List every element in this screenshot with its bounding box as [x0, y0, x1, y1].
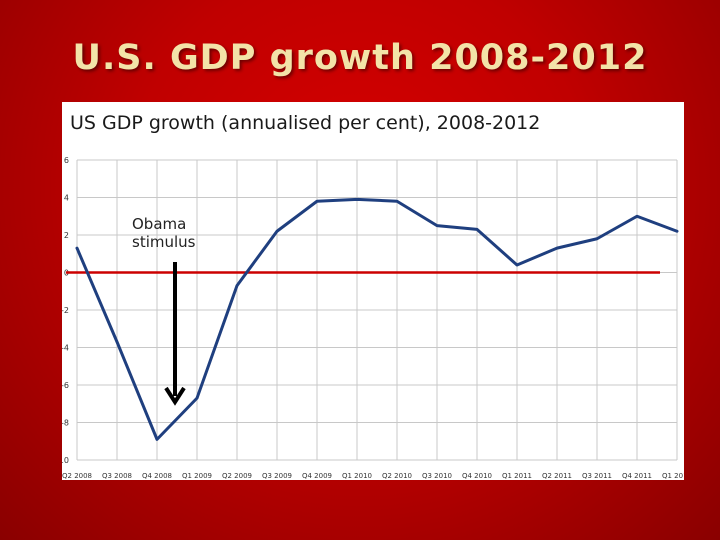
annotation-line-1: Obama — [132, 215, 187, 233]
data-point — [595, 237, 599, 240]
data-point — [515, 263, 519, 267]
chart-panel: US GDP growth (annualised per cent), 200… — [62, 102, 684, 480]
y-tick-label: -6 — [62, 381, 69, 390]
x-tick-label: Q2 2010 — [382, 472, 412, 480]
x-tick-label: Q2 2009 — [222, 472, 252, 480]
x-tick-label: Q4 2008 — [142, 472, 172, 480]
x-tick-label: Q1 2011 — [502, 472, 532, 480]
data-point — [155, 438, 159, 441]
x-tick-label: Q3 2009 — [262, 472, 292, 480]
data-point — [635, 215, 639, 218]
data-point — [275, 230, 279, 233]
x-tick-label: Q2 2008 — [62, 472, 92, 480]
x-tick-label: Q1 2010 — [342, 472, 372, 480]
annotation-arrow-head — [164, 386, 186, 406]
data-point — [195, 396, 199, 400]
x-tick-label: Q3 2008 — [102, 472, 132, 480]
y-tick-label: -2 — [62, 306, 69, 315]
data-point — [675, 230, 679, 233]
slide-title: U.S. GDP growth 2008-2012 — [72, 38, 648, 78]
data-point — [435, 224, 439, 227]
x-tick-label: Q2 2011 — [542, 472, 572, 480]
x-tick-label: Q3 2011 — [582, 472, 612, 480]
data-point — [235, 284, 239, 287]
data-point — [555, 246, 559, 250]
data-point — [395, 200, 399, 203]
data-point — [115, 340, 119, 344]
y-tick-label: -8 — [62, 419, 69, 428]
y-tick-label: 4 — [64, 194, 69, 203]
x-tick-label: Q1 2012 — [662, 472, 684, 480]
stimulus-annotation: Obama stimulus — [132, 215, 195, 251]
y-tick-label: 2 — [64, 231, 69, 240]
x-tick-label: Q1 2009 — [182, 472, 212, 480]
data-point — [475, 228, 479, 231]
data-point — [315, 200, 319, 203]
x-tick-label: Q3 2010 — [422, 472, 452, 480]
chart-title-lead: US GDP growth — [70, 112, 215, 134]
y-tick-label: 6 — [64, 156, 69, 165]
y-tick-label: -10 — [62, 456, 69, 465]
annotation-line-2: stimulus — [132, 233, 196, 251]
data-point — [75, 246, 79, 250]
x-tick-label: Q4 2009 — [302, 472, 332, 480]
chart-title-rest: (annualised per cent), 2008-2012 — [214, 112, 541, 134]
data-point — [355, 198, 359, 201]
series-line — [75, 197, 679, 441]
y-tick-label: -4 — [62, 344, 69, 353]
x-tick-label: Q4 2011 — [622, 472, 652, 480]
x-tick-label: Q4 2010 — [462, 472, 492, 480]
chart-title: US GDP growth (annualised per cent), 200… — [70, 112, 540, 134]
